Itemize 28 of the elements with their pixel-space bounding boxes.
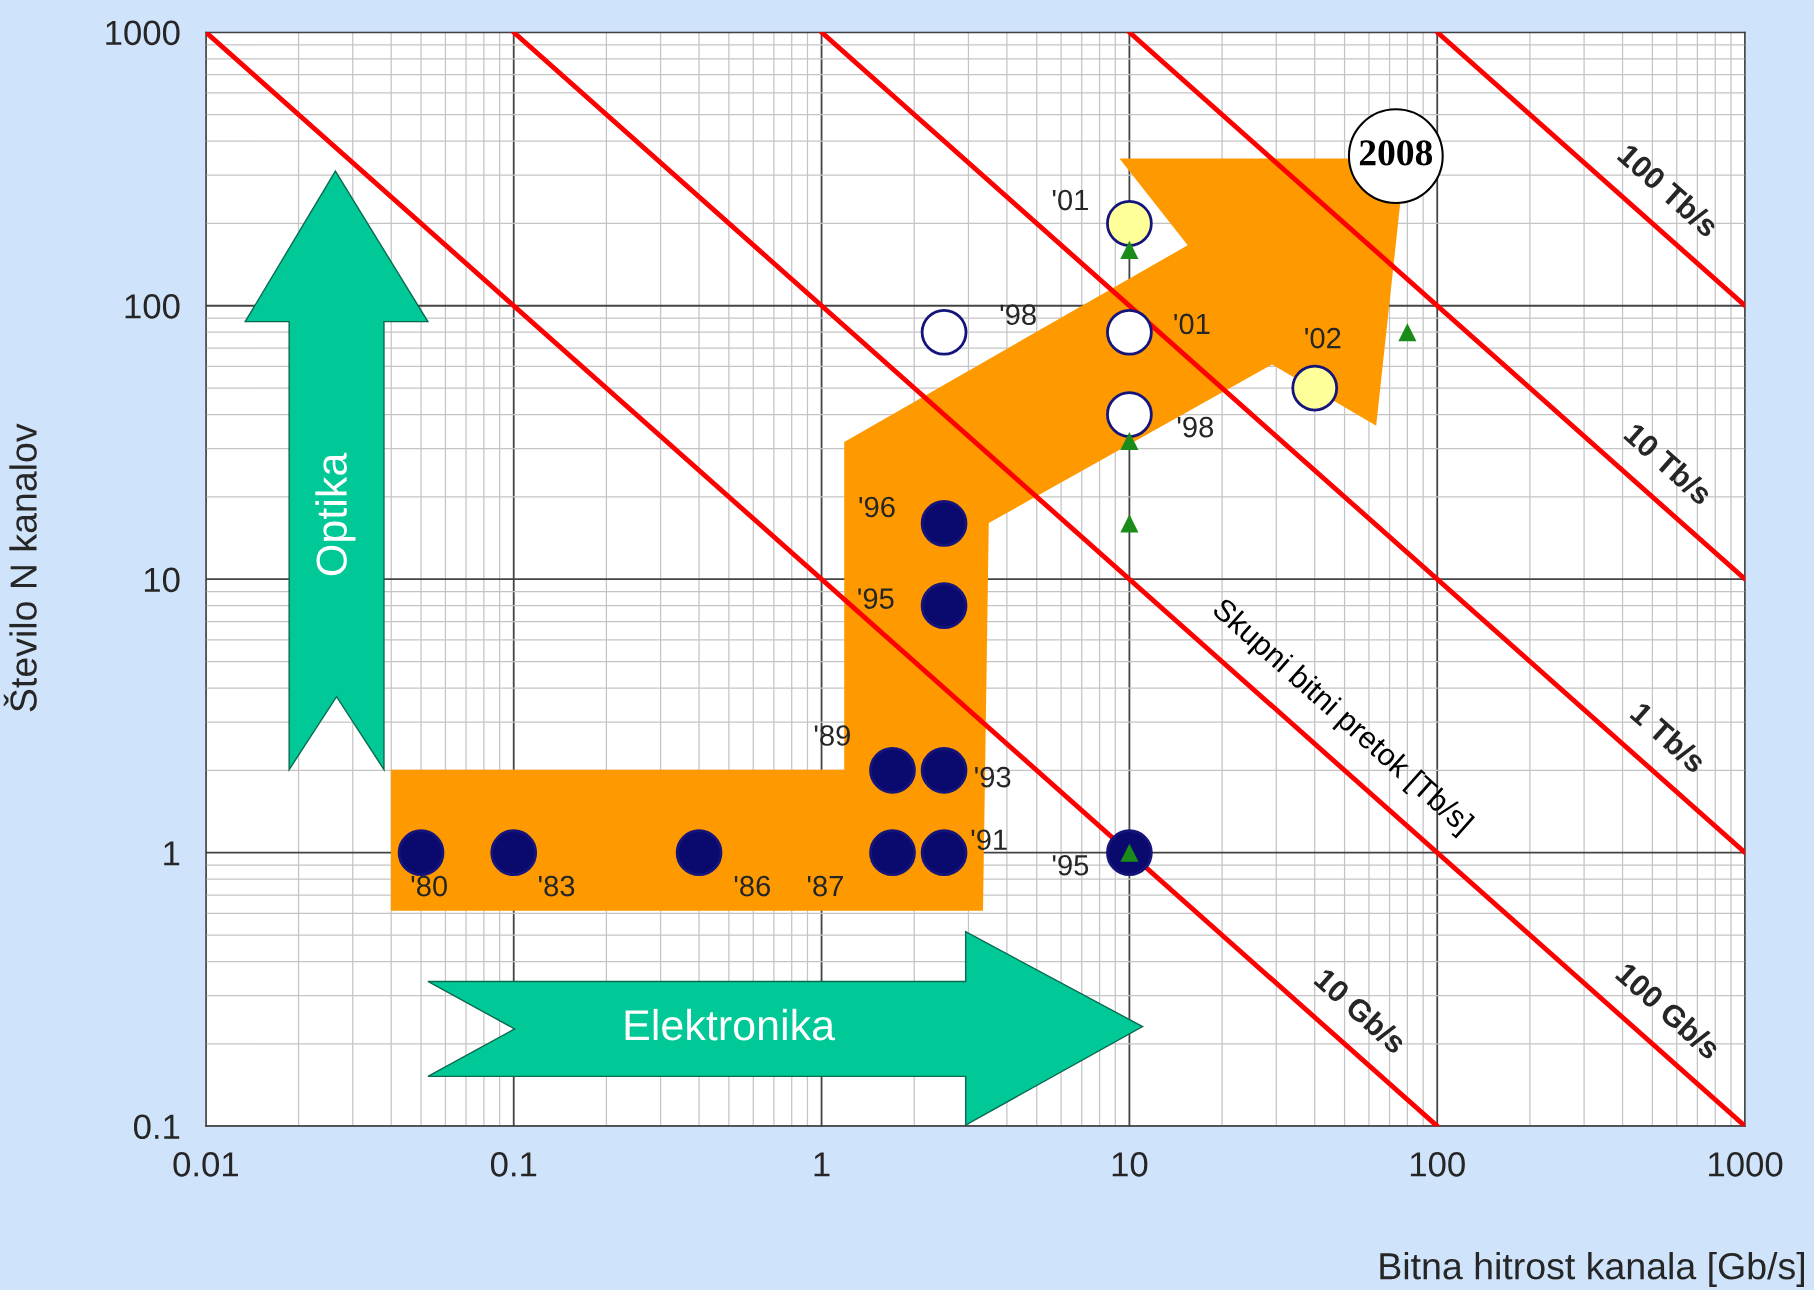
annotation: '83 xyxy=(539,875,575,897)
y-tick-label: 10 xyxy=(144,567,180,593)
annotation: 2008 xyxy=(1359,140,1433,166)
x-tick-label: 0.01 xyxy=(173,1152,238,1177)
annotation: '80 xyxy=(411,875,448,897)
annotation: '86 xyxy=(734,875,770,897)
annotation: '96 xyxy=(859,496,895,518)
x-tick-label: 0.1 xyxy=(490,1152,537,1177)
y-tick-label: 1000 xyxy=(106,20,180,46)
annotation: '95 xyxy=(858,588,894,609)
annotation: '02 xyxy=(1305,327,1341,349)
annotation: Optika xyxy=(315,452,356,576)
x-axis-title: Bitna hitrost kanala [Gb/s] xyxy=(1380,1251,1804,1287)
y-tick-label: 100 xyxy=(125,294,180,319)
annotation: '01 xyxy=(1174,313,1210,335)
annotation: '87 xyxy=(807,875,843,897)
y-tick-label: 0.1 xyxy=(133,1114,180,1140)
annotation: '98 xyxy=(1000,304,1036,326)
annotation: '98 xyxy=(1177,416,1214,438)
y-tick-label: 1 xyxy=(164,841,180,866)
x-tick-label: 1 xyxy=(814,1152,830,1177)
y-axis-title: Število N kanalov xyxy=(3,423,37,712)
x-tick-label: 1000 xyxy=(1709,1152,1783,1177)
annotation: Elektronika xyxy=(625,1008,836,1041)
annotation: '01 xyxy=(1052,189,1088,211)
x-tick-label: 10 xyxy=(1112,1152,1148,1177)
annotation: '95 xyxy=(1052,854,1089,876)
x-tick-label: 100 xyxy=(1410,1152,1465,1177)
